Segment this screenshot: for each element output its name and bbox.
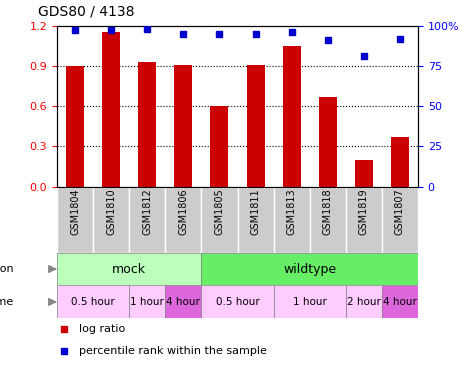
Text: 0.5 hour: 0.5 hour (71, 297, 115, 307)
Bar (129, 285, 165, 318)
Bar (355, 160, 373, 187)
Bar (57, 253, 201, 285)
Text: wildtype: wildtype (283, 262, 336, 276)
Bar (201, 253, 418, 285)
Bar (274, 285, 346, 318)
Bar (238, 187, 274, 253)
Text: 4 hour: 4 hour (383, 297, 417, 307)
Text: 2 hour: 2 hour (347, 297, 381, 307)
Bar (391, 137, 409, 187)
Bar (129, 187, 165, 253)
Bar (283, 46, 301, 187)
Bar (174, 64, 192, 187)
Bar (346, 285, 382, 318)
Text: GDS80 / 4138: GDS80 / 4138 (38, 4, 134, 18)
Bar (382, 187, 418, 253)
Bar (165, 285, 201, 318)
Text: 1 hour: 1 hour (130, 297, 164, 307)
Text: 0.5 hour: 0.5 hour (216, 297, 259, 307)
Bar (310, 187, 346, 253)
Text: GSM1805: GSM1805 (214, 188, 225, 235)
Text: GSM1812: GSM1812 (142, 188, 152, 235)
Text: GSM1818: GSM1818 (323, 188, 333, 235)
Text: GSM1811: GSM1811 (250, 188, 261, 235)
Text: GSM1819: GSM1819 (359, 188, 369, 235)
Bar (138, 62, 156, 187)
Bar (210, 106, 228, 187)
Bar (165, 187, 201, 253)
Text: log ratio: log ratio (79, 324, 125, 335)
Bar (319, 97, 337, 187)
Text: GSM1804: GSM1804 (70, 188, 80, 235)
Bar (57, 285, 129, 318)
Bar (346, 187, 382, 253)
Text: GSM1813: GSM1813 (286, 188, 297, 235)
Text: percentile rank within the sample: percentile rank within the sample (79, 346, 266, 356)
Text: 1 hour: 1 hour (293, 297, 327, 307)
Text: time: time (0, 297, 14, 307)
Bar (57, 187, 93, 253)
Bar (93, 187, 129, 253)
Bar (66, 66, 84, 187)
Bar (382, 285, 418, 318)
Text: 4 hour: 4 hour (166, 297, 200, 307)
Text: mock: mock (112, 262, 146, 276)
Bar (274, 187, 310, 253)
Bar (102, 32, 120, 187)
Text: infection: infection (0, 264, 14, 274)
Bar (201, 187, 238, 253)
Text: GSM1810: GSM1810 (106, 188, 116, 235)
Text: GSM1806: GSM1806 (178, 188, 189, 235)
Bar (247, 64, 265, 187)
Text: GSM1807: GSM1807 (395, 188, 405, 235)
Bar (201, 285, 274, 318)
